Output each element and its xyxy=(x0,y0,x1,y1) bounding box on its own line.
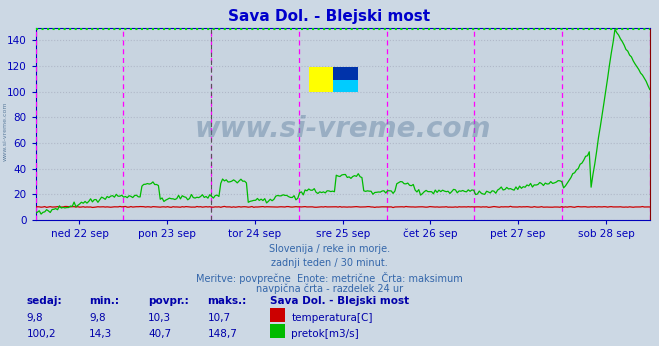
Bar xyxy=(333,67,358,80)
Bar xyxy=(309,67,333,92)
Text: Slovenija / reke in morje.: Slovenija / reke in morje. xyxy=(269,244,390,254)
Text: min.:: min.: xyxy=(89,296,119,306)
Text: Meritve: povprečne  Enote: metrične  Črta: maksimum: Meritve: povprečne Enote: metrične Črta:… xyxy=(196,272,463,284)
Bar xyxy=(333,80,358,92)
Text: pretok[m3/s]: pretok[m3/s] xyxy=(291,329,359,339)
Text: navpična črta - razdelek 24 ur: navpična črta - razdelek 24 ur xyxy=(256,283,403,293)
Text: 14,3: 14,3 xyxy=(89,329,112,339)
Text: sedaj:: sedaj: xyxy=(26,296,62,306)
Text: 9,8: 9,8 xyxy=(26,313,43,323)
Text: 10,7: 10,7 xyxy=(208,313,231,323)
Text: www.si-vreme.com: www.si-vreme.com xyxy=(3,102,8,161)
Text: 148,7: 148,7 xyxy=(208,329,237,339)
Text: Sava Dol. - Blejski most: Sava Dol. - Blejski most xyxy=(229,9,430,24)
Text: temperatura[C]: temperatura[C] xyxy=(291,313,373,323)
Text: maks.:: maks.: xyxy=(208,296,247,306)
Text: povpr.:: povpr.: xyxy=(148,296,189,306)
Text: Sava Dol. - Blejski most: Sava Dol. - Blejski most xyxy=(270,296,409,306)
Text: www.si-vreme.com: www.si-vreme.com xyxy=(194,116,491,144)
Text: 9,8: 9,8 xyxy=(89,313,105,323)
Text: 10,3: 10,3 xyxy=(148,313,171,323)
Text: 100,2: 100,2 xyxy=(26,329,56,339)
Text: 40,7: 40,7 xyxy=(148,329,171,339)
Text: zadnji teden / 30 minut.: zadnji teden / 30 minut. xyxy=(271,258,388,268)
